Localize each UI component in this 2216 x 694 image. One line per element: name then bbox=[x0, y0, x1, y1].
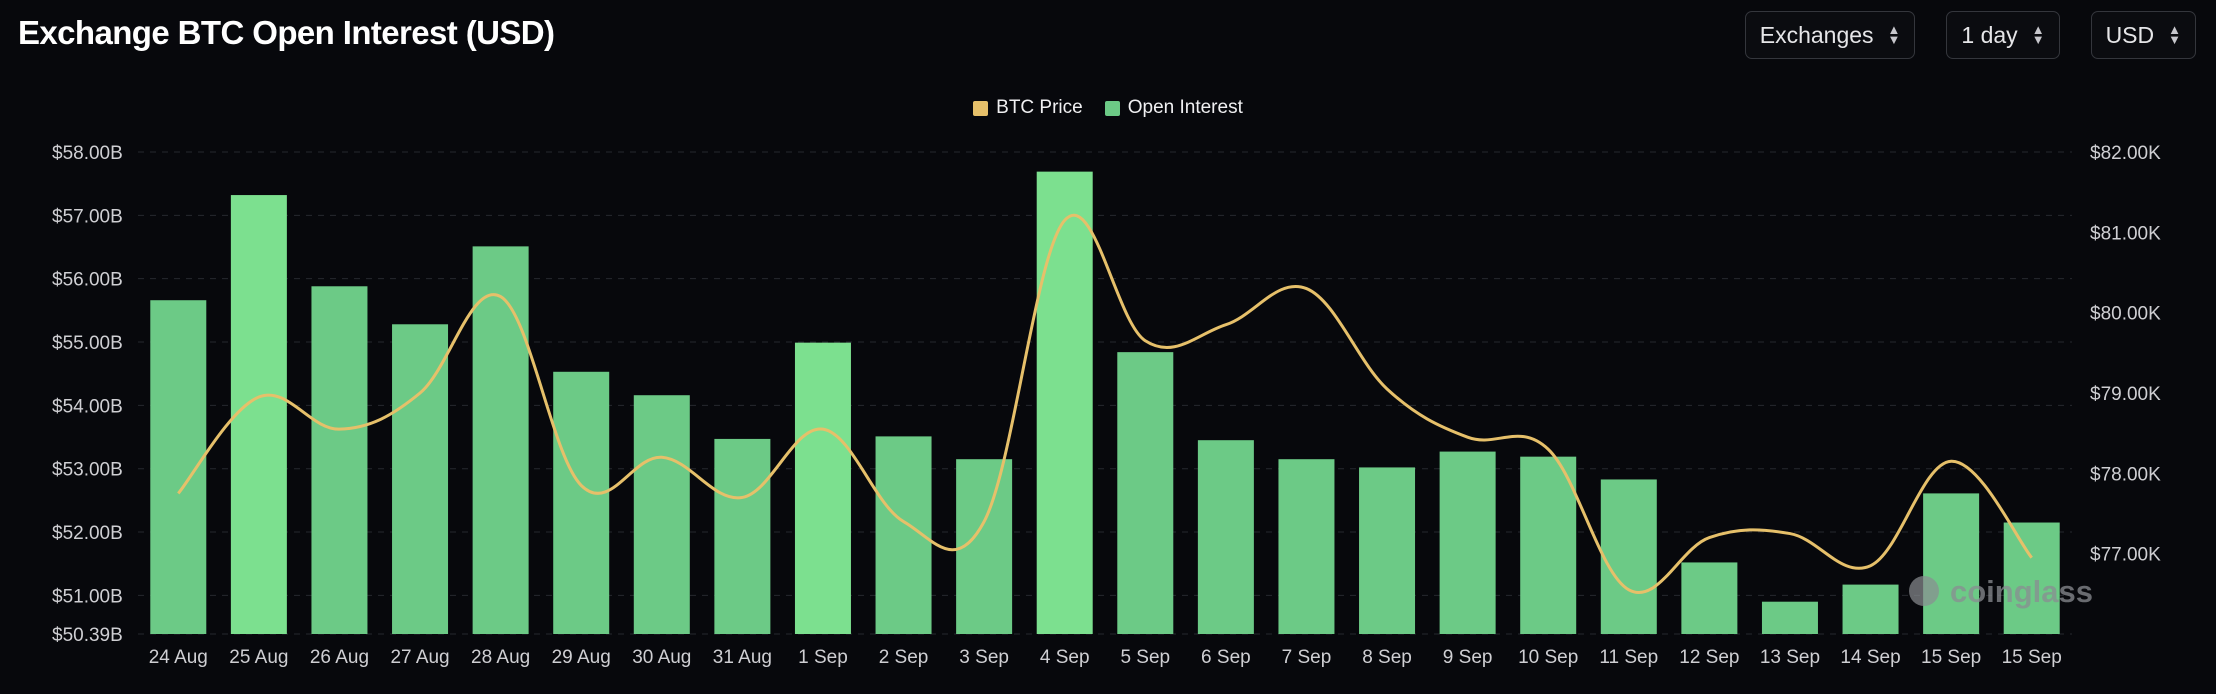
x-tick-label: 15 Sep bbox=[2002, 647, 2062, 668]
x-tick-label: 27 Aug bbox=[390, 647, 449, 668]
chevron-up-down-icon: ▲ ▼ bbox=[1887, 22, 1901, 47]
x-tick-label: 25 Aug bbox=[229, 647, 288, 668]
x-tick-label: 14 Sep bbox=[1840, 647, 1900, 668]
open-interest-bar bbox=[1278, 459, 1335, 634]
open-interest-bar bbox=[553, 371, 610, 634]
x-tick-label: 5 Sep bbox=[1120, 647, 1170, 668]
open-interest-bar bbox=[714, 438, 771, 634]
y-left-tick-label: $58.00B bbox=[52, 143, 123, 164]
x-tick-label: 2 Sep bbox=[879, 647, 929, 668]
interval-select-label: 1 day bbox=[1961, 21, 2018, 48]
x-tick-label: 13 Sep bbox=[1760, 647, 1820, 668]
currency-select[interactable]: USD ▲ ▼ bbox=[2090, 11, 2196, 59]
chart-controls: Exchanges ▲ ▼ 1 day ▲ ▼ USD ▲ ▼ bbox=[1744, 11, 2196, 59]
open-interest-bar bbox=[1359, 467, 1416, 634]
y-right-tick-label: $79.00K bbox=[2090, 384, 2161, 405]
x-tick-label: 26 Aug bbox=[310, 647, 369, 668]
y-right-tick-label: $81.00K bbox=[2090, 223, 2161, 244]
legend-label-open-interest: Open Interest bbox=[1127, 97, 1243, 118]
interval-select[interactable]: 1 day ▲ ▼ bbox=[1946, 11, 2060, 59]
open-interest-bar bbox=[1842, 584, 1899, 634]
open-interest-bar bbox=[1117, 352, 1174, 634]
y-left-tick-label: $53.00B bbox=[52, 460, 123, 481]
x-tick-label: 3 Sep bbox=[959, 647, 1009, 668]
open-interest-bar bbox=[1681, 562, 1738, 634]
y-right-tick-label: $77.00K bbox=[2090, 545, 2161, 566]
x-tick-label: 10 Sep bbox=[1518, 647, 1578, 668]
legend-item-btc-price[interactable]: BTC Price bbox=[973, 97, 1083, 119]
open-interest-bar bbox=[311, 286, 368, 634]
open-interest-bar bbox=[794, 342, 851, 634]
open-interest-bar bbox=[472, 246, 529, 634]
legend-label-btc-price: BTC Price bbox=[996, 97, 1083, 118]
open-interest-bar bbox=[1520, 456, 1577, 634]
coinglass-logo-icon bbox=[1909, 576, 1939, 606]
x-tick-label: 24 Aug bbox=[149, 647, 208, 668]
open-interest-bar bbox=[230, 195, 287, 634]
open-interest-bar bbox=[1439, 451, 1496, 634]
chevron-up-down-icon: ▲ ▼ bbox=[2031, 22, 2045, 47]
x-tick-label: 28 Aug bbox=[471, 647, 530, 668]
x-tick-label: 30 Aug bbox=[632, 647, 691, 668]
exchanges-select-label: Exchanges bbox=[1759, 21, 1874, 48]
legend-item-open-interest[interactable]: Open Interest bbox=[1104, 97, 1243, 119]
x-tick-label: 7 Sep bbox=[1282, 647, 1332, 668]
x-tick-label: 31 Aug bbox=[713, 647, 772, 668]
page-title: Exchange BTC Open Interest (USD) bbox=[18, 14, 555, 51]
chevron-up-down-icon: ▲ ▼ bbox=[2168, 22, 2181, 47]
x-tick-label: 6 Sep bbox=[1201, 647, 1251, 668]
x-tick-label: 11 Sep bbox=[1599, 647, 1658, 668]
y-right-tick-label: $78.00K bbox=[2090, 464, 2161, 485]
open-interest-bar bbox=[1036, 171, 1093, 634]
open-interest-bar bbox=[392, 324, 449, 634]
x-tick-label: 29 Aug bbox=[552, 647, 611, 668]
watermark-text: coinglass bbox=[1950, 574, 2093, 609]
open-interest-bar bbox=[1761, 601, 1818, 634]
y-left-tick-label: $50.39B bbox=[52, 625, 123, 646]
open-interest-bar bbox=[1197, 440, 1254, 634]
x-tick-label: 8 Sep bbox=[1362, 647, 1412, 668]
y-left-tick-label: $57.00B bbox=[52, 206, 123, 227]
chart-legend: BTC Price Open Interest bbox=[0, 97, 2216, 119]
coinglass-watermark: coinglass bbox=[1909, 574, 2093, 609]
open-interest-bar bbox=[633, 395, 690, 634]
currency-select-label: USD bbox=[2105, 21, 2155, 48]
x-tick-label: 15 Sep bbox=[1921, 647, 1981, 668]
open-interest-bar bbox=[2003, 522, 2060, 634]
btc-price-line bbox=[177, 213, 2033, 594]
y-left-tick-label: $52.00B bbox=[52, 523, 123, 544]
x-tick-label: 1 Sep bbox=[798, 647, 848, 668]
y-left-tick-label: $51.00B bbox=[52, 586, 123, 607]
x-tick-label: 4 Sep bbox=[1040, 647, 1090, 668]
y-left-tick-label: $55.00B bbox=[52, 333, 123, 354]
exchanges-select[interactable]: Exchanges ▲ ▼ bbox=[1744, 11, 1916, 59]
open-interest-bar bbox=[1600, 479, 1657, 634]
open-interest-bar bbox=[1923, 493, 1980, 634]
legend-swatch-open-interest bbox=[1104, 100, 1120, 116]
legend-swatch-btc-price bbox=[973, 100, 989, 116]
y-right-tick-label: $82.00K bbox=[2090, 143, 2161, 164]
y-right-tick-label: $80.00K bbox=[2090, 304, 2161, 325]
y-left-tick-label: $54.00B bbox=[52, 396, 123, 417]
y-left-tick-label: $56.00B bbox=[52, 270, 123, 291]
x-tick-label: 12 Sep bbox=[1679, 647, 1739, 668]
x-tick-label: 9 Sep bbox=[1443, 647, 1493, 668]
